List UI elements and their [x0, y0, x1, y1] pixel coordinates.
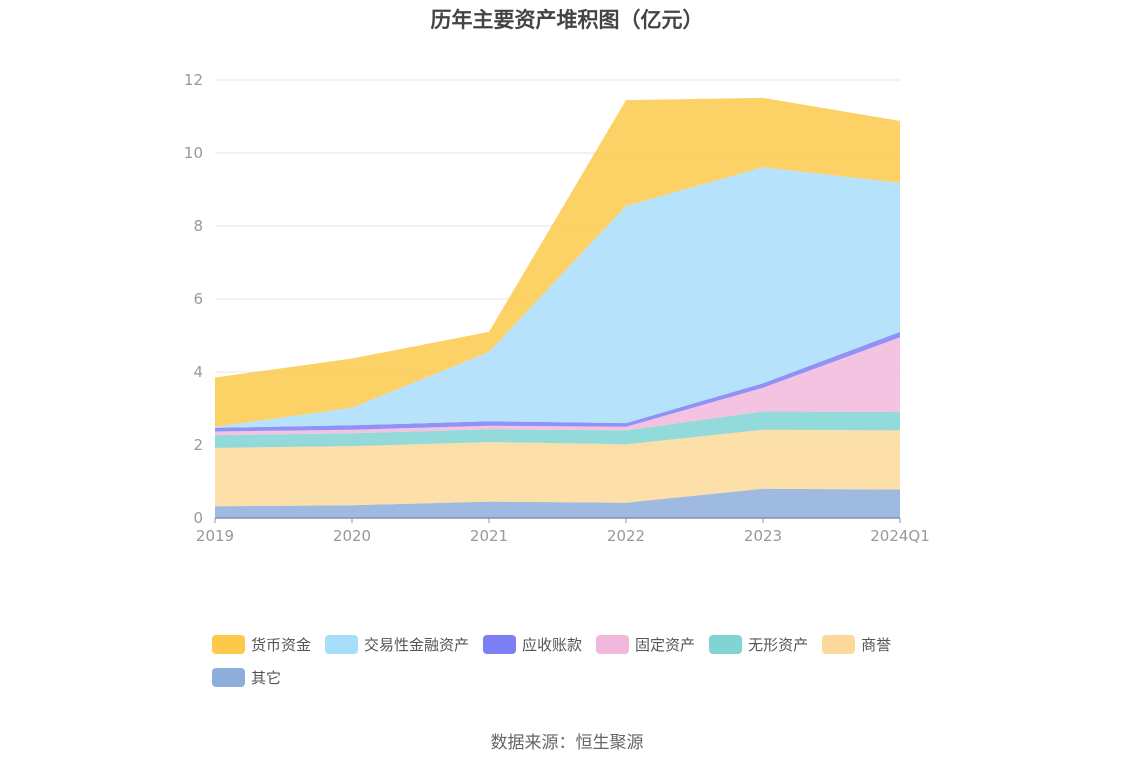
legend-item[interactable]: 商誉 [822, 634, 891, 655]
area-series-固定资产 [215, 337, 900, 436]
x-tick-label: 2023 [744, 527, 782, 545]
legend-label: 其它 [251, 668, 282, 687]
x-tick-label: 2020 [333, 527, 371, 545]
y-tick-label: 6 [193, 290, 203, 308]
legend-item[interactable]: 交易性金融资产 [325, 634, 469, 655]
area-series-无形资产 [215, 411, 900, 448]
legend-label: 固定资产 [635, 635, 696, 654]
legend-row: 其它 [212, 663, 932, 691]
legend-item[interactable]: 其它 [212, 667, 281, 688]
legend-item[interactable]: 无形资产 [709, 634, 808, 655]
legend-item[interactable]: 货币资金 [212, 634, 311, 655]
y-tick-label: 0 [193, 509, 203, 527]
chart-title: 历年主要资产堆积图（亿元） [430, 8, 704, 32]
area-series-交易性金融资产 [215, 167, 900, 428]
x-tick-label: 2019 [196, 527, 234, 545]
area-series-其它 [215, 488, 900, 518]
chart-legend: 货币资金 交易性金融资产 应收账款 固定资产 无形资产 商誉其它 [212, 630, 932, 696]
x-tick-label: 2024Q1 [870, 527, 930, 545]
y-tick-label: 8 [193, 217, 203, 235]
legend-swatch [325, 634, 359, 654]
x-tick-label: 2022 [607, 527, 645, 545]
legend-label: 货币资金 [251, 635, 312, 654]
x-tick-label: 2021 [470, 527, 508, 545]
legend-item[interactable]: 固定资产 [596, 634, 695, 655]
data-source: 数据来源：恒生聚源 [490, 733, 644, 753]
legend-swatch [212, 667, 245, 687]
y-tick-label: 12 [184, 71, 203, 89]
y-tick-label: 2 [193, 436, 203, 454]
legend-label: 无形资产 [748, 635, 809, 654]
legend-label: 商誉 [861, 635, 892, 654]
legend-item[interactable]: 应收账款 [483, 634, 582, 655]
legend-label: 应收账款 [522, 635, 583, 654]
y-tick-label: 4 [193, 363, 203, 381]
legend-swatch [483, 634, 517, 654]
legend-label: 交易性金融资产 [364, 635, 470, 654]
legend-swatch [596, 634, 630, 654]
legend-row: 货币资金 交易性金融资产 应收账款 固定资产 无形资产 商誉 [212, 630, 932, 658]
y-tick-label: 10 [184, 144, 203, 162]
legend-swatch [212, 634, 245, 654]
area-series-货币资金 [215, 97, 900, 427]
legend-swatch [822, 634, 856, 654]
area-series-商誉 [215, 429, 900, 507]
stacked-area-chart: 0 2 4 6 8 10 12 2019 2020 2021 2022 2023 2024Q1 [184, 71, 930, 545]
legend-swatch [709, 634, 743, 654]
